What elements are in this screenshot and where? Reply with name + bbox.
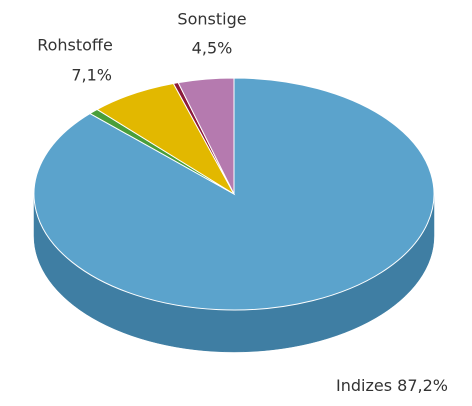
slice-value: 4,5%	[192, 39, 233, 58]
slice-label: Indizes 87,2%	[336, 376, 448, 395]
pie-tops	[33, 77, 435, 311]
slice-name: Rohstoffe	[37, 36, 113, 55]
slice-value: 7,1%	[71, 66, 112, 85]
slice-value: 87,2%	[397, 376, 448, 395]
slice-name: Indizes	[336, 376, 392, 395]
slice-name: Sonstige	[177, 10, 246, 29]
pie-slice	[177, 77, 235, 195]
